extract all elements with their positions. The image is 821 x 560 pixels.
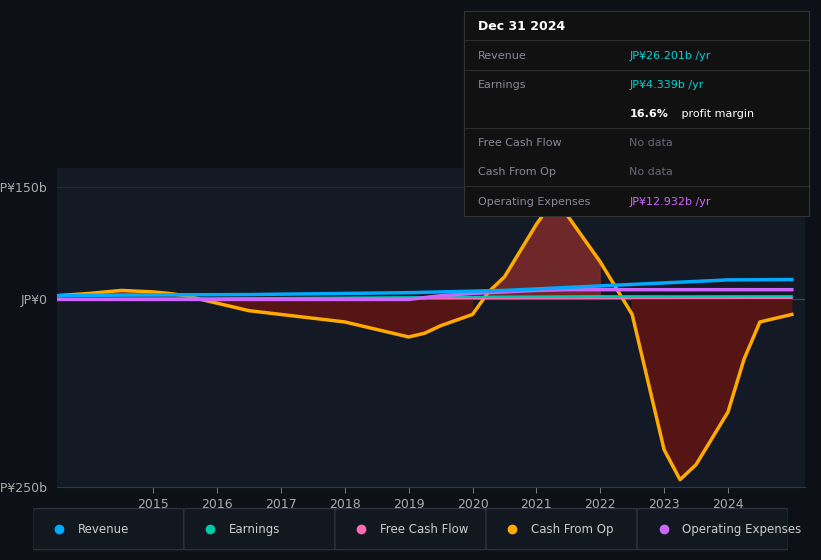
Text: Earnings: Earnings: [478, 80, 526, 90]
FancyBboxPatch shape: [335, 508, 486, 550]
Text: profit margin: profit margin: [677, 109, 754, 119]
Text: Earnings: Earnings: [229, 522, 281, 536]
Text: 16.6%: 16.6%: [630, 109, 668, 119]
Text: JP¥12.932b /yr: JP¥12.932b /yr: [630, 197, 711, 207]
Text: Cash From Op: Cash From Op: [478, 167, 556, 178]
Text: Operating Expenses: Operating Expenses: [682, 522, 801, 536]
FancyBboxPatch shape: [33, 508, 184, 550]
Text: Free Cash Flow: Free Cash Flow: [380, 522, 469, 536]
FancyBboxPatch shape: [486, 508, 637, 550]
FancyBboxPatch shape: [184, 508, 335, 550]
Text: No data: No data: [630, 138, 673, 148]
Text: Dec 31 2024: Dec 31 2024: [478, 20, 565, 33]
Text: Operating Expenses: Operating Expenses: [478, 197, 590, 207]
Text: Cash From Op: Cash From Op: [531, 522, 614, 536]
Text: JP¥4.339b /yr: JP¥4.339b /yr: [630, 80, 704, 90]
Text: Revenue: Revenue: [78, 522, 130, 536]
FancyBboxPatch shape: [637, 508, 788, 550]
Text: JP¥26.201b /yr: JP¥26.201b /yr: [630, 50, 711, 60]
Text: Revenue: Revenue: [478, 50, 526, 60]
Text: Free Cash Flow: Free Cash Flow: [478, 138, 562, 148]
Text: No data: No data: [630, 167, 673, 178]
